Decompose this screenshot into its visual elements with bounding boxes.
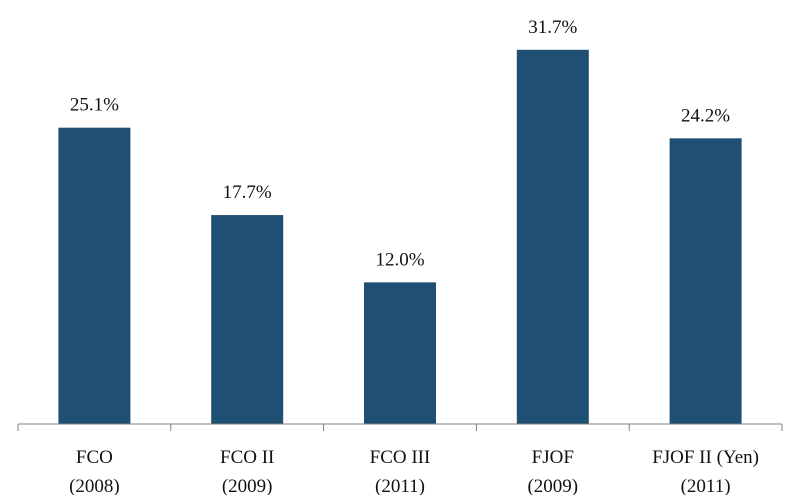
bars-group (58, 49, 742, 425)
category-labels-group: FCO (2008) FCO II (2009) FCO III (2011) FJOF (2… (69, 447, 759, 495)
category-sublabel: (2011) (375, 476, 425, 495)
bar (364, 282, 436, 424)
bar (669, 138, 742, 424)
category-sublabel: (2008) (69, 476, 120, 495)
data-label: 12.0% (375, 249, 424, 270)
category-sublabel: (2009) (527, 476, 578, 495)
bar (211, 215, 284, 424)
x-axis-ticks-group (17, 424, 783, 431)
category-sublabel: (2011) (681, 476, 731, 495)
bar (58, 127, 131, 425)
category-label: FCO III (370, 447, 431, 468)
data-label: 24.2% (681, 105, 730, 126)
category-sublabel: (2009) (222, 476, 273, 495)
data-label: 17.7% (223, 182, 272, 203)
data-label: 25.1% (70, 95, 119, 116)
category-label: FCO (76, 447, 113, 468)
category-label: FCO II (220, 447, 274, 468)
category-label: FJOF II (Yen) (652, 447, 759, 468)
value-labels-group: 25.1% 17.7% 12.0% 31.7% 24.2% (70, 17, 730, 271)
data-label: 31.7% (528, 17, 577, 38)
bar (516, 49, 589, 424)
category-label: FJOF (532, 447, 574, 468)
